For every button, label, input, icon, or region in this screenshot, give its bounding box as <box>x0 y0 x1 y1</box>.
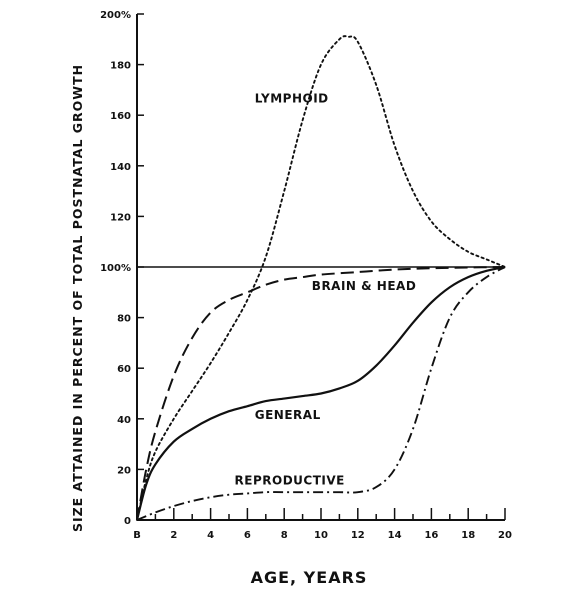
x-tick-label: 18 <box>461 530 475 541</box>
y-ticks: 0 20 40 60 80 100% 120 140 160 180 200% <box>100 10 144 527</box>
x-tick-label: 20 <box>498 530 512 541</box>
x-tick-label: 10 <box>314 530 328 541</box>
y-tick-label: 160 <box>110 111 131 122</box>
y-tick-label: 60 <box>117 364 131 375</box>
series-line-general <box>135 265 506 521</box>
x-tick-label: 16 <box>424 530 438 541</box>
y-tick-label: 80 <box>117 314 131 325</box>
series-layer <box>135 35 506 521</box>
series-line-reproductive <box>136 266 506 521</box>
y-tick-label: 200% <box>100 10 131 21</box>
x-tick-label: 2 <box>170 530 177 541</box>
series-line-lymphoid <box>136 35 506 521</box>
y-tick-label: 40 <box>117 415 131 426</box>
series-label: REPRODUCTIVE <box>235 474 345 488</box>
series-label: BRAIN & HEAD <box>312 279 417 293</box>
x-ticks: B 2 4 6 8 10 12 14 16 18 20 <box>133 508 512 541</box>
y-tick-label: 180 <box>110 61 131 72</box>
series-label: LYMPHOID <box>255 92 329 106</box>
y-tick-label: 20 <box>117 465 131 476</box>
y-tick-label: 120 <box>110 212 131 223</box>
y-tick-label: 0 <box>124 516 131 527</box>
x-tick-label: 4 <box>207 530 214 541</box>
y-tick-label: 140 <box>110 162 131 173</box>
x-tick-label: 12 <box>351 530 365 541</box>
x-tick-label: 8 <box>281 530 288 541</box>
x-tick-label: B <box>133 530 141 541</box>
x-tick-label: 14 <box>388 530 402 541</box>
x-tick-label: 6 <box>244 530 251 541</box>
series-label: GENERAL <box>255 408 321 422</box>
series-line-brain-head <box>136 266 506 521</box>
x-axis-title: AGE, YEARS <box>251 568 368 587</box>
y-tick-label: 100% <box>100 263 131 274</box>
y-axis-title: SIZE ATTAINED IN PERCENT OF TOTAL POSTNA… <box>70 64 85 532</box>
series-labels: LYMPHOID BRAIN & HEAD GENERAL REPRODUCTIVE <box>235 92 417 488</box>
